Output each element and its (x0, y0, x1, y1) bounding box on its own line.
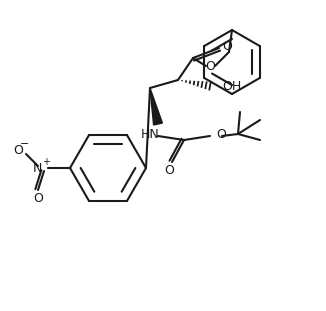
Text: O: O (222, 39, 232, 53)
Text: O: O (13, 145, 23, 157)
Text: O: O (205, 59, 215, 72)
Text: O: O (33, 193, 43, 206)
Text: O: O (216, 128, 226, 141)
Text: HN: HN (141, 128, 159, 141)
Text: O: O (164, 165, 174, 178)
Polygon shape (150, 88, 162, 125)
Text: +: + (42, 157, 50, 167)
Text: N: N (33, 161, 42, 174)
Text: OH: OH (222, 80, 241, 92)
Text: −: − (20, 139, 30, 149)
